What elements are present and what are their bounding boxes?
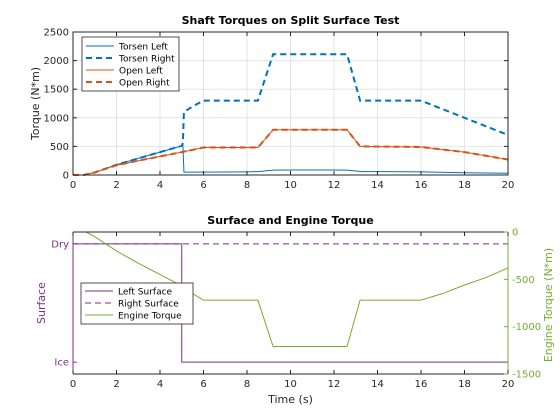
- x-tick-label: 0: [70, 180, 76, 191]
- series-line-open-right: [73, 128, 509, 176]
- x-tick-label: 0: [70, 379, 76, 390]
- x-tick-label: 12: [328, 180, 341, 191]
- y-tick-label-right: -500: [512, 275, 535, 286]
- x-tick-label: 18: [458, 180, 471, 191]
- y-tick-label: 0: [63, 171, 69, 182]
- x-tick-label: 6: [200, 379, 206, 390]
- x-tick-label: 4: [157, 180, 163, 191]
- x-tick-label: 4: [157, 379, 163, 390]
- x-tick-label: 2: [113, 379, 119, 390]
- x-tick-label: 8: [244, 180, 250, 191]
- legend-top: Torsen Left Torsen Right Open Left Open Rig…: [81, 36, 180, 92]
- y-tick-label: 2000: [44, 56, 69, 67]
- series-line-engine-torque: [73, 231, 509, 348]
- x-tick-label: 16: [415, 379, 428, 390]
- y-tick-label-right: 0: [512, 228, 518, 239]
- chart-bottom: 0 2 4 6 8 10 12 14 16 18 20 Ice Dry 0 -500 -1000 -1500 Su…: [35, 214, 555, 406]
- y-axis-title-right: Engine Torque (N*m): [542, 248, 555, 362]
- y-tick-label: 500: [50, 142, 69, 153]
- legend-label: Torsen Left: [118, 43, 168, 53]
- x-tick-label: 10: [284, 180, 297, 191]
- x-tick-label: 8: [244, 379, 250, 390]
- x-tick-label: 20: [502, 379, 515, 390]
- x-axis-title: Time (s): [267, 393, 313, 406]
- y-tick-label: 1500: [44, 85, 69, 96]
- y-tick-label: 2500: [44, 28, 69, 39]
- y-tick-label-right: -1500: [512, 370, 541, 381]
- legend-label: Right Surface: [118, 300, 179, 310]
- x-tick-label: 20: [502, 180, 515, 191]
- legend-bottom: Left Surface Right Surface Engine Torque: [80, 282, 194, 325]
- legend-label: Engine Torque: [118, 312, 182, 322]
- x-tick-label: 14: [371, 180, 384, 191]
- chart-title-top: Shaft Torques on Split Surface Test: [182, 14, 400, 27]
- legend-label: Open Right: [119, 79, 170, 89]
- y-axis-title-left: Surface: [35, 282, 48, 324]
- x-tick-label: 12: [328, 379, 341, 390]
- x-tick-label: 16: [415, 180, 428, 191]
- x-tick-label: 2: [113, 180, 119, 191]
- x-tick-label: 14: [371, 379, 384, 390]
- x-tick-label: 18: [458, 379, 471, 390]
- y-tick-label-left: Ice: [54, 358, 69, 369]
- y-axis-title-top: Torque (N*m): [29, 67, 42, 141]
- series-line-torsen-left: [73, 142, 509, 176]
- legend-label: Torsen Right: [118, 55, 175, 65]
- chart-top: 0 2 4 6 8 10 12 14 16 18 20 0 500 1000 1500 2000 2500 Sha…: [29, 14, 514, 191]
- x-tick-label: 10: [284, 379, 297, 390]
- y-tick-label-left: Dry: [51, 239, 69, 250]
- chart-title-bottom: Surface and Engine Torque: [207, 214, 373, 227]
- legend-label: Left Surface: [118, 288, 173, 298]
- y-tick-label: 1000: [44, 113, 69, 124]
- y-tick-label-right: -1000: [512, 322, 541, 333]
- legend-label: Open Left: [119, 67, 163, 77]
- x-tick-label: 6: [200, 180, 206, 191]
